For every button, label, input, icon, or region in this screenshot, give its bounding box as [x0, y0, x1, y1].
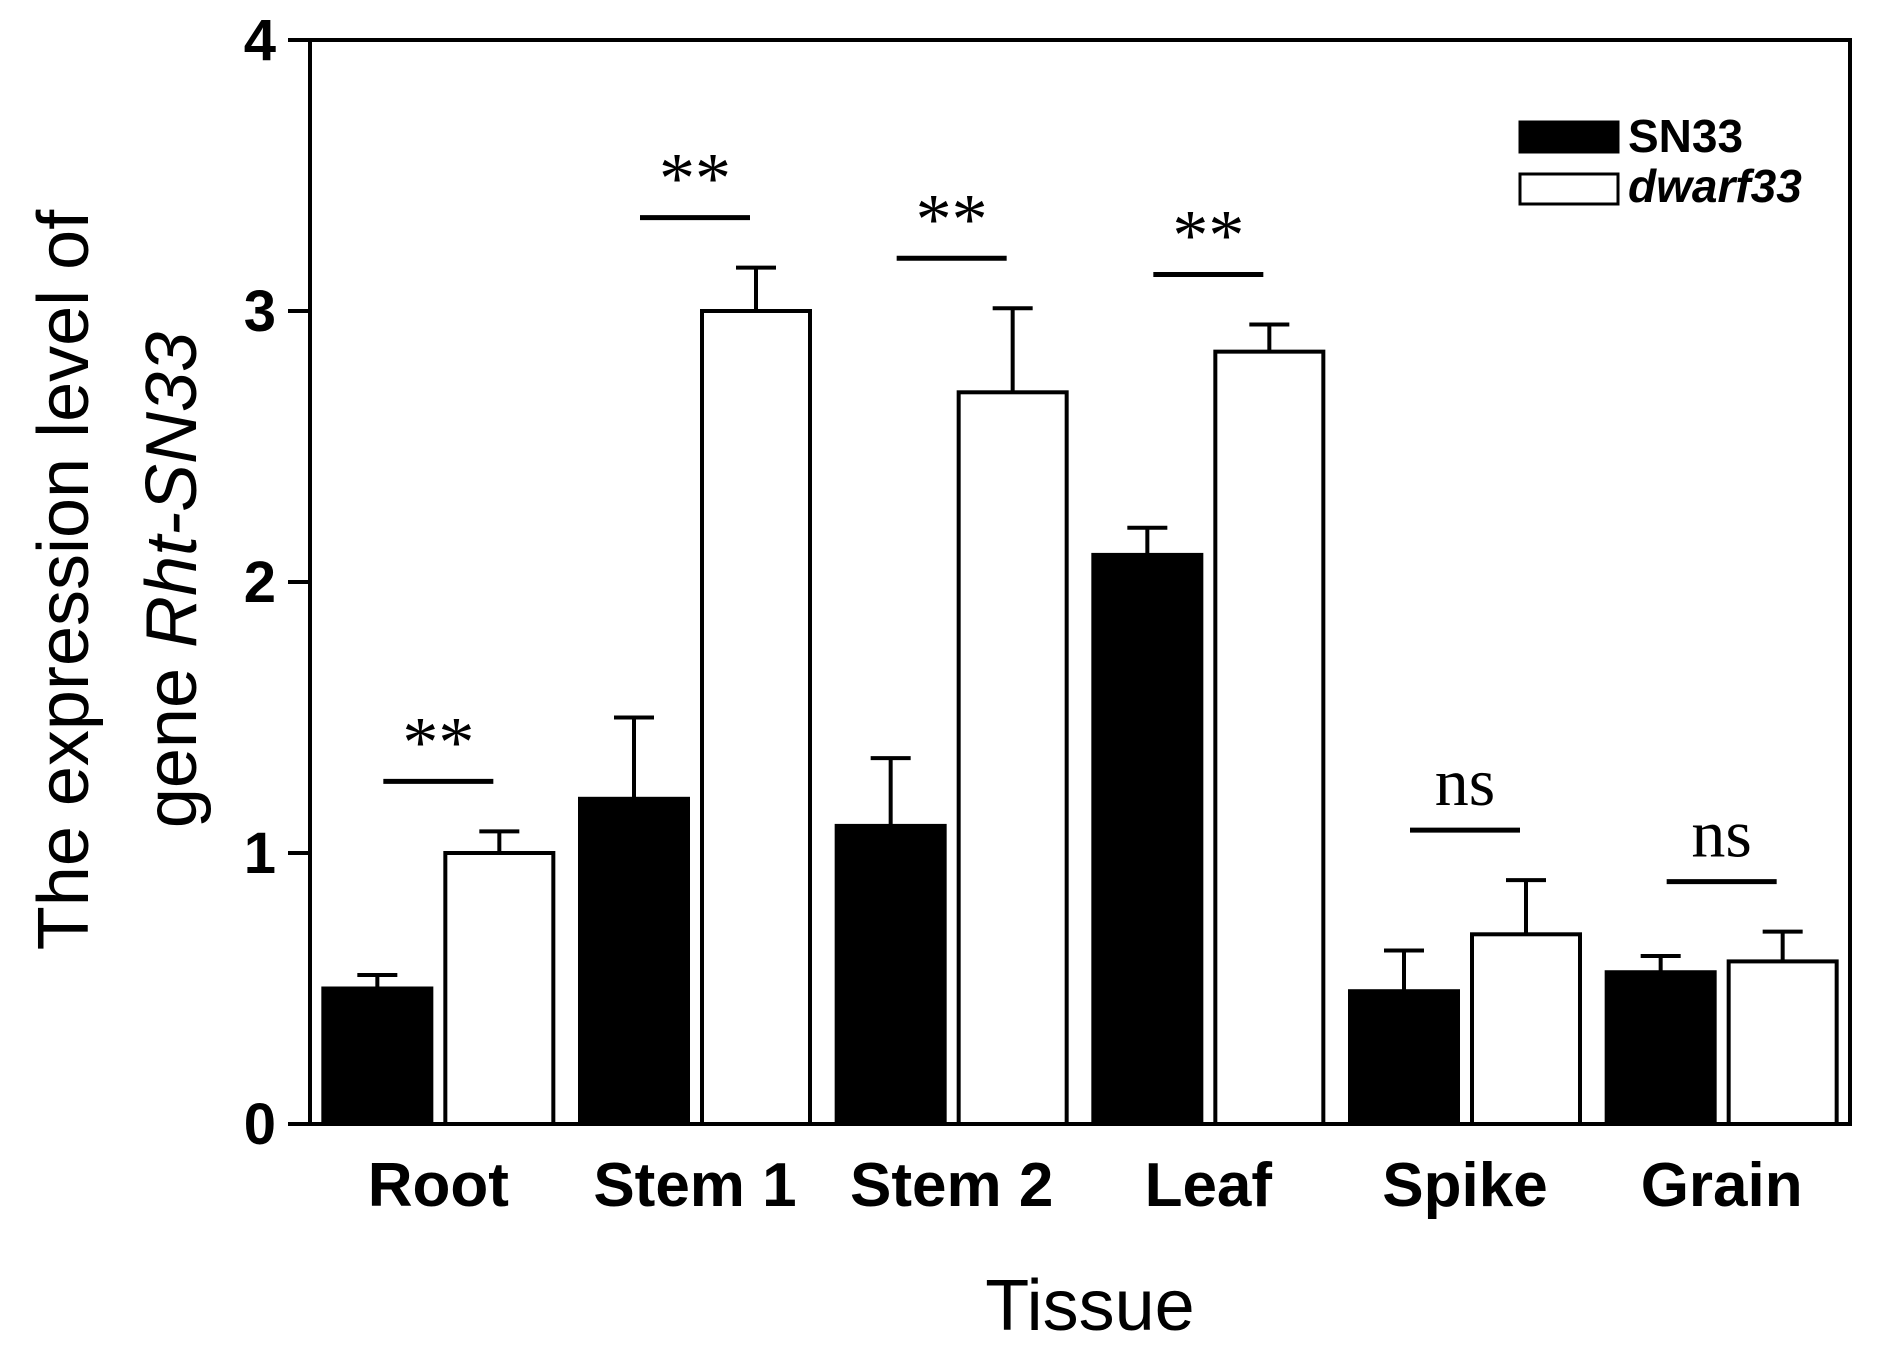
y-axis-title-gene: Rht — [132, 533, 212, 648]
y-axis-title-line2: gene Rht-SN33 — [132, 332, 212, 828]
bar-dwarf33-root — [443, 851, 556, 1126]
category-label-stem-1: Stem 1 — [593, 1151, 796, 1220]
bar-sn33-stem-1 — [578, 796, 690, 1126]
y-tick-label: 2 — [244, 550, 276, 615]
legend-label-dwarf33: dwarf33 — [1628, 160, 1802, 212]
y-axis-title-suffix: -SN33 — [132, 332, 212, 536]
bar-sn33-spike — [1348, 989, 1460, 1127]
bar-dwarf33-stem-2 — [956, 390, 1069, 1126]
bar-dwarf33-spike — [1470, 932, 1582, 1126]
bar-dwarf33-leaf — [1213, 349, 1326, 1126]
category-label-spike: Spike — [1382, 1151, 1547, 1220]
bar-dwarf33-grain — [1726, 959, 1839, 1127]
legend-label-sn33: SN33 — [1628, 110, 1743, 162]
category-label-grain: Grain — [1641, 1151, 1803, 1220]
bars — [321, 309, 1839, 1127]
significance-markers: ** ** ** ** ns ns — [383, 139, 1777, 885]
bar-sn33-leaf — [1091, 552, 1204, 1126]
legend: SN33 dwarf33 — [1518, 110, 1802, 212]
y-tick-label: 4 — [244, 8, 276, 73]
significance-label: ** — [1172, 196, 1244, 276]
y-tick-label: 3 — [244, 279, 276, 344]
y-axis-title-prefix: gene — [132, 648, 212, 828]
category-label-root: Root — [368, 1151, 509, 1220]
category-label-stem-2: Stem 2 — [850, 1151, 1053, 1220]
x-axis-title: Tissue — [985, 1266, 1194, 1346]
bar-sn33-root — [321, 986, 434, 1126]
y-tick-label: 1 — [244, 821, 276, 886]
x-axis-labels: Root Stem 1 Stem 2 Leaf Spike Grain — [368, 1151, 1803, 1220]
legend-swatch-dwarf33 — [1518, 172, 1620, 206]
y-axis-ticks: 0 1 2 3 4 — [244, 8, 310, 1157]
error-bars — [357, 265, 1803, 992]
bar-sn33-stem-2 — [834, 823, 947, 1127]
bar-dwarf33-stem-1 — [700, 309, 812, 1126]
bar-sn33-grain — [1604, 970, 1717, 1126]
significance-label: ** — [659, 139, 731, 219]
y-tick-label: 0 — [244, 1092, 276, 1157]
significance-label: ** — [916, 179, 988, 259]
y-axis-title: The expression level of gene Rht-SN33 — [24, 209, 212, 950]
significance-label: ** — [402, 702, 474, 782]
significance-label: ns — [1691, 796, 1751, 872]
legend-swatch-sn33 — [1518, 120, 1620, 154]
significance-label: ns — [1435, 744, 1495, 820]
y-axis-title-line1: The expression level of — [24, 209, 104, 950]
category-label-leaf: Leaf — [1145, 1151, 1273, 1220]
